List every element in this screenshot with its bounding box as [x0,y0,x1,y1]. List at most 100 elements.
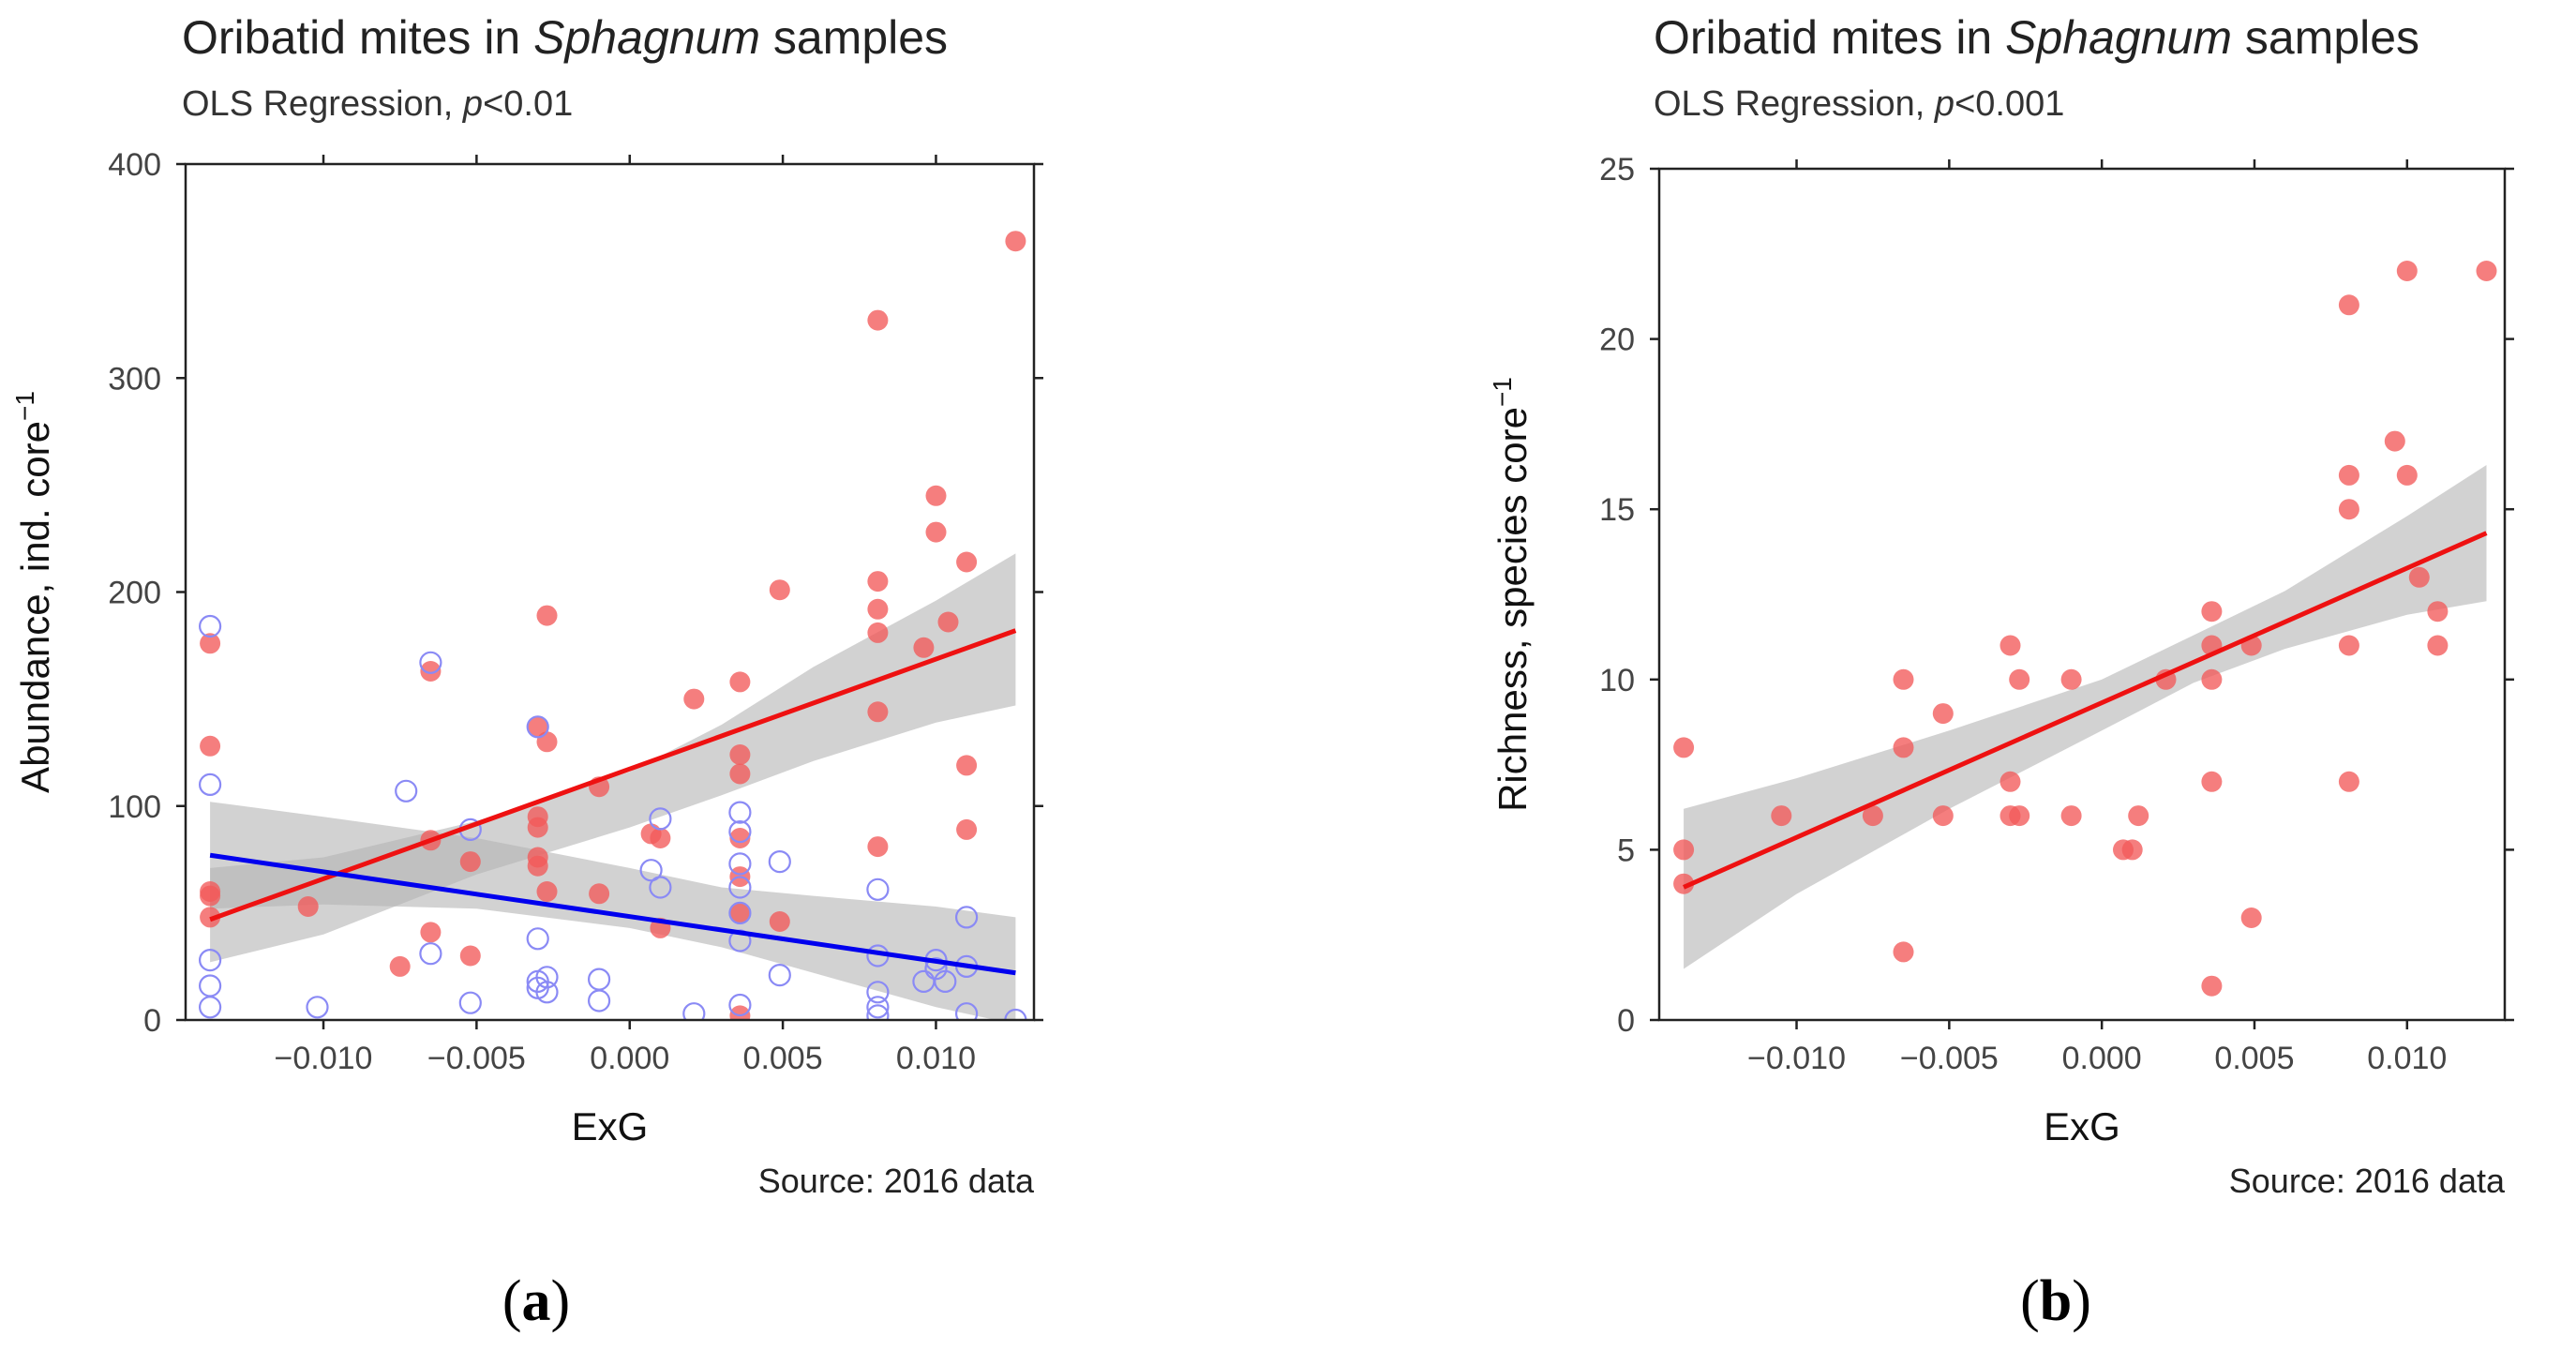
data-point [2397,261,2418,281]
data-point [460,993,481,1013]
data-point [2009,805,2029,826]
y-tick-label: 5 [1617,832,1635,868]
data-point [2009,669,2029,690]
chart-subtitle: OLS Regression, p<0.01 [182,84,573,124]
data-point [200,774,220,795]
data-point [2385,431,2405,452]
data-point [200,976,220,997]
x-tick-label: −0.005 [427,1041,526,1076]
y-tick-label: 0 [143,1003,161,1039]
data-point [2339,294,2359,315]
source-note: Source: 2016 data [2229,1162,2506,1200]
y-tick-label: 10 [1599,663,1635,698]
data-point [683,689,704,710]
chart-title: Oribatid mites in Sphagnum samples [1654,11,2419,64]
data-point [528,928,548,949]
y-tick-label: 300 [108,361,161,397]
data-point [867,879,888,900]
data-point [1005,231,1026,251]
chart-panel-b: Oribatid mites in Sphagnum samples OLS Re… [1488,11,2514,1333]
data-point [926,522,947,543]
y-tick-label: 15 [1599,492,1635,528]
y-tick-label: 25 [1599,152,1635,188]
x-axis-label: ExG [2044,1104,2120,1148]
data-point [2241,908,2262,928]
data-point [867,622,888,643]
y-tick-label: 200 [108,576,161,611]
plot-area [1673,261,2496,997]
data-point [1673,737,1694,758]
data-point [2339,636,2359,656]
data-point [938,612,959,633]
data-point [460,946,481,967]
data-point [1894,941,1914,962]
x-tick-label: 0.005 [743,1041,823,1076]
x-tick-label: −0.010 [1747,1041,1846,1076]
data-point [867,836,888,857]
x-tick-label: 0.000 [2062,1041,2142,1076]
data-point [770,911,790,932]
data-point [2397,465,2418,486]
data-point [729,802,750,823]
data-point [537,606,558,626]
data-point [390,956,411,977]
data-point [2000,772,2021,792]
data-point [2409,567,2430,588]
y-axis-label: Richness, species core−1 [1488,377,1535,812]
data-point [589,883,609,904]
data-point [1894,669,1914,690]
data-point [926,486,947,506]
data-point [200,736,220,757]
data-point [1894,737,1914,758]
data-point [1673,839,1694,860]
data-point [528,818,548,838]
data-point [956,819,977,840]
data-point [867,571,888,592]
data-point [729,671,750,692]
data-point [2477,261,2497,281]
chart-title: Oribatid mites in Sphagnum samples [182,11,948,64]
x-tick-label: 0.000 [590,1041,669,1076]
chart-subtitle: OLS Regression, p<0.001 [1654,84,2064,124]
data-point [867,701,888,722]
data-point [589,991,609,1012]
data-point [770,965,790,985]
data-point [589,969,609,990]
confidence-band-1 [1684,465,2486,969]
panel-label: (a) [502,1269,570,1333]
data-point [396,781,416,802]
data-point [729,764,750,785]
data-point [420,943,441,964]
data-point [298,896,319,917]
data-point [460,851,481,872]
x-tick-label: 0.010 [2367,1041,2447,1076]
data-point [200,886,220,907]
data-point [200,997,220,1017]
data-point [2427,636,2448,656]
data-point [1771,805,1791,826]
y-tick-label: 100 [108,789,161,825]
data-point [537,881,558,902]
regression-line-1 [1684,533,2486,888]
source-note: Source: 2016 data [758,1162,1035,1200]
data-point [2201,772,2222,792]
data-point [867,310,888,331]
data-point [650,828,670,848]
data-point [2000,636,2021,656]
data-point [1933,703,1954,724]
x-tick-label: 0.005 [2214,1041,2294,1076]
data-point [2339,772,2359,792]
plot-area [200,231,1026,1030]
y-tick-label: 20 [1599,322,1635,358]
data-point [2122,839,2143,860]
data-point [307,997,328,1017]
chart-panel-a: Oribatid mites in Sphagnum samples OLS Re… [10,11,1043,1333]
data-point [867,599,888,620]
panel-label: (b) [2020,1269,2091,1333]
data-point [770,579,790,600]
data-point [528,856,548,877]
data-point [2201,669,2222,690]
data-point [2061,669,2082,690]
y-tick-label: 400 [108,147,161,183]
data-point [2128,805,2149,826]
